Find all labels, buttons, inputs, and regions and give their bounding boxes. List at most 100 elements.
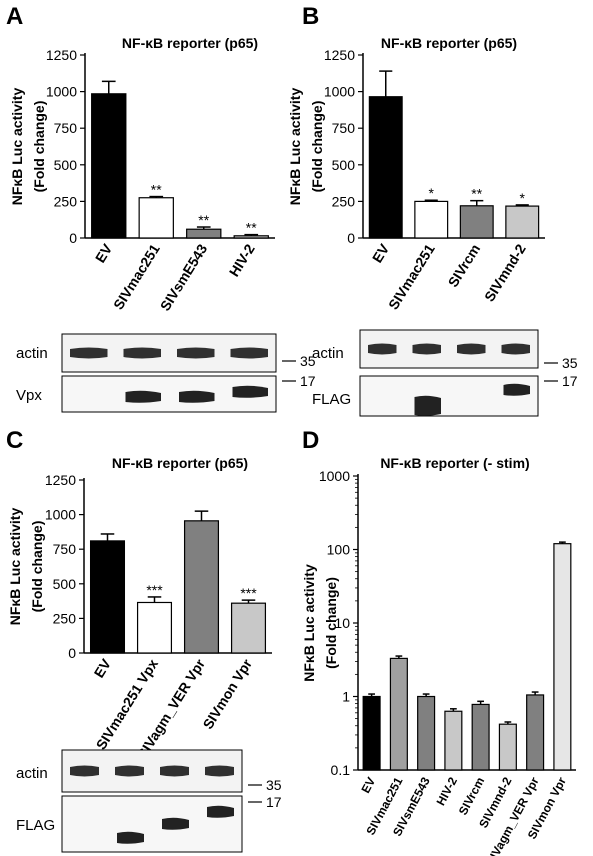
y-tick-label: 0 [347, 230, 355, 246]
actin-band [412, 343, 441, 355]
significance-label: * [429, 185, 435, 201]
protein-band [117, 831, 144, 844]
y-tick-label: 750 [332, 120, 356, 136]
blot-box [359, 375, 539, 417]
blot-box [61, 795, 243, 853]
significance-label: * [520, 190, 526, 206]
actin-band [115, 765, 144, 777]
significance-label: *** [240, 585, 257, 601]
bar [498, 723, 517, 771]
bar [362, 695, 381, 771]
y-tick-label: 1000 [46, 84, 77, 100]
mw-marker-label: 35 [562, 355, 578, 371]
bar [91, 93, 127, 239]
bar [444, 710, 463, 771]
actin-band [70, 347, 108, 359]
significance-label: *** [146, 582, 163, 598]
bar [186, 228, 222, 239]
protein-band [162, 817, 189, 830]
y-tick-label: 1000 [319, 468, 350, 484]
mw-marker-label: 17 [562, 373, 578, 389]
bar [526, 694, 545, 771]
x-tick-label: SIVmnd-2 [481, 241, 529, 304]
panel-letter: A [6, 3, 23, 30]
significance-label: ** [151, 182, 162, 198]
mw-marker-label: 17 [300, 373, 316, 389]
y-tick-label: 1000 [45, 507, 76, 523]
y-tick-label: 250 [54, 193, 78, 209]
x-tick-label: SIVmon Vpr [199, 656, 255, 732]
blot-label: Vpx [16, 387, 42, 404]
y-tick-label: 250 [53, 610, 77, 626]
panel-letter: B [302, 3, 319, 30]
bar [230, 602, 267, 654]
x-tick-label: SIVsmE543 [157, 241, 211, 314]
bar [471, 703, 490, 771]
actin-band [177, 347, 215, 359]
significance-label: ** [471, 186, 482, 202]
panel-letter: D [302, 427, 319, 454]
y-axis-label: (Fold change) [31, 101, 47, 193]
actin-band [230, 347, 268, 359]
bar [389, 657, 408, 771]
bar [414, 200, 449, 239]
blot-label: actin [16, 765, 48, 782]
chart-title: NF-κB reporter (p65) [112, 455, 248, 471]
bar [505, 205, 540, 239]
y-axis-label: (Fold change) [29, 521, 45, 613]
protein-band [207, 805, 234, 818]
bar [417, 695, 436, 771]
chart-title: NF-κB reporter (- stim) [380, 455, 529, 471]
x-tick-label: EV [358, 775, 378, 796]
y-axis-label: NFκB Luc activity [9, 88, 25, 206]
y-tick-label: 750 [54, 120, 78, 136]
actin-band [457, 343, 486, 355]
bar [89, 540, 126, 654]
y-axis-label: NFκB Luc activity [301, 564, 317, 682]
y-tick-label: 0.1 [331, 762, 351, 778]
actin-band [70, 765, 99, 777]
chart-title: NF-κB reporter (p65) [122, 35, 258, 51]
y-axis-label: (Fold change) [323, 577, 339, 669]
significance-label: ** [246, 220, 257, 236]
blot-label: actin [312, 345, 344, 362]
x-tick-label: SIVmac251 [385, 241, 438, 312]
x-tick-label: EV [369, 241, 393, 266]
mw-marker-label: 35 [300, 353, 316, 369]
y-tick-label: 250 [332, 193, 356, 209]
actin-band [205, 765, 234, 777]
y-tick-label: 750 [53, 541, 77, 557]
y-tick-label: 1000 [324, 84, 355, 100]
x-tick-label: SIVmac251 [110, 241, 163, 312]
protein-band [179, 390, 215, 403]
y-tick-label: 10 [334, 615, 350, 631]
x-tick-label: EV [92, 241, 116, 266]
x-tick-label: HIV-2 [434, 775, 461, 808]
bar [459, 205, 494, 239]
y-tick-label: 1250 [46, 47, 77, 63]
bar [233, 235, 269, 239]
blot-label: FLAG [312, 391, 351, 408]
blot-label: actin [16, 345, 48, 362]
y-tick-label: 1250 [324, 47, 355, 63]
protein-band [414, 395, 441, 416]
y-tick-label: 0 [69, 230, 77, 246]
protein-band [503, 383, 530, 396]
x-tick-label: HIV-2 [226, 241, 258, 279]
y-tick-label: 500 [332, 157, 356, 173]
significance-label: ** [198, 212, 209, 228]
actin-band [368, 343, 397, 355]
mw-marker-label: 17 [266, 794, 282, 810]
y-tick-label: 100 [327, 542, 351, 558]
actin-band [123, 347, 161, 359]
bar [136, 601, 173, 654]
y-tick-label: 500 [53, 576, 77, 592]
x-tick-label: SIVrcm [445, 241, 484, 290]
protein-band [232, 385, 268, 398]
bar [138, 197, 174, 239]
blot-label: FLAG [16, 817, 55, 834]
protein-band [125, 390, 161, 403]
y-tick-label: 1250 [45, 472, 76, 488]
y-axis-label: (Fold change) [309, 101, 325, 193]
bar [183, 520, 220, 654]
